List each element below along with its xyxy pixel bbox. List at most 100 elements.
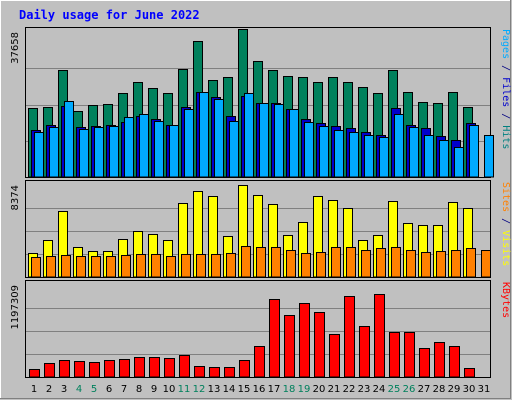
bar-pages-day-18 — [289, 109, 299, 178]
bar-sites-day-30 — [466, 248, 476, 278]
bar-kbytes-day-7 — [119, 359, 130, 378]
bar-kbytes-day-25 — [389, 332, 400, 378]
x-tick-label-day-13: 13 — [208, 384, 221, 395]
bar-pages-day-27 — [424, 135, 434, 178]
x-axis-labels: 1 2 3 4 5 6 7 8 9 10 11 12 13 14 15 16 17 18 19 20 21 22 23 24 2… — [31, 384, 491, 395]
bar-kbytes-day-22 — [344, 296, 355, 378]
legend-part: / — [500, 107, 511, 125]
bar-sites-day-17 — [271, 247, 281, 278]
bar-kbytes-day-8 — [134, 357, 145, 378]
bar-pages-day-23 — [364, 135, 374, 178]
x-tick-label-day-9: 9 — [151, 384, 157, 395]
bar-pages-day-26 — [409, 127, 419, 178]
x-tick-label-day-2: 2 — [46, 384, 52, 395]
bar-pages-day-6 — [109, 126, 119, 178]
panel-hits-files-pages: 37658 Pages / Files / Hits — [10, 27, 511, 178]
bar-pages-day-13 — [214, 99, 224, 178]
x-tick-label-day-18: 18 — [283, 384, 296, 395]
bar-sites-day-25 — [391, 247, 401, 278]
bar-pages-day-25 — [394, 114, 404, 178]
bar-sites-day-19 — [301, 253, 311, 278]
x-tick-label-day-4: 4 — [76, 384, 82, 395]
bar-pages-day-8 — [139, 114, 149, 178]
bar-sites-day-7 — [121, 255, 131, 278]
bar-sites-day-24 — [376, 248, 386, 278]
bar-sites-day-4 — [76, 256, 86, 278]
bar-kbytes-day-15 — [239, 360, 250, 378]
bar-kbytes-day-23 — [359, 326, 370, 378]
bar-kbytes-day-26 — [404, 332, 415, 378]
legend-part: KBytes — [500, 282, 511, 318]
series-legend-label: Pages / Files / Hits — [500, 29, 511, 149]
bar-sites-day-9 — [151, 254, 161, 278]
x-tick-label-day-22: 22 — [343, 384, 356, 395]
bar-pages-day-4 — [79, 129, 89, 178]
x-tick-label-day-25: 25 — [388, 384, 401, 395]
x-tick-label-day-23: 23 — [358, 384, 371, 395]
bar-sites-day-21 — [331, 247, 341, 278]
x-tick-label-day-19: 19 — [298, 384, 311, 395]
x-tick-label-day-1: 1 — [31, 384, 37, 395]
legend-part: / — [500, 212, 511, 230]
x-tick-label-day-7: 7 — [121, 384, 127, 395]
x-tick-label-day-24: 24 — [373, 384, 386, 395]
x-tick-label-day-30: 30 — [463, 384, 476, 395]
bar-pages-day-15 — [244, 93, 254, 178]
bar-pages-day-10 — [169, 125, 179, 178]
bar-sites-day-15 — [241, 246, 251, 278]
legend-part: Hits — [500, 125, 511, 149]
x-tick-label-day-12: 12 — [193, 384, 206, 395]
bar-pages-day-16 — [259, 103, 269, 178]
bar-kbytes-day-20 — [314, 312, 325, 378]
bar-sites-day-20 — [316, 252, 326, 278]
bar-sites-day-26 — [406, 250, 416, 278]
y-max-label: 37658 — [10, 32, 21, 64]
bar-pages-day-20 — [319, 126, 329, 178]
legend-part: Sites — [500, 182, 511, 212]
bar-kbytes-day-21 — [329, 334, 340, 378]
bar-kbytes-day-4 — [74, 361, 85, 378]
bar-sites-day-22 — [346, 247, 356, 278]
x-tick-label-day-17: 17 — [268, 384, 281, 395]
bar-sites-day-31 — [481, 250, 491, 278]
bar-kbytes-day-28 — [434, 342, 445, 378]
bar-sites-day-23 — [361, 250, 371, 278]
panel-kbytes: 1197309 KBytes — [10, 280, 511, 378]
y-max-label: 1197309 — [10, 285, 21, 330]
bar-kbytes-day-13 — [209, 367, 220, 378]
bar-kbytes-day-1 — [29, 369, 40, 378]
bar-kbytes-day-27 — [419, 348, 430, 378]
bar-sites-day-14 — [226, 253, 236, 278]
legend-part: Visits — [500, 230, 511, 266]
bar-sites-day-8 — [136, 254, 146, 278]
y-max-label: 8374 — [10, 185, 21, 210]
legend-part: Pages — [500, 29, 511, 59]
x-tick-label-day-6: 6 — [106, 384, 112, 395]
bar-pages-day-12 — [199, 92, 209, 178]
bar-kbytes-day-17 — [269, 299, 280, 378]
bar-kbytes-day-19 — [299, 303, 310, 378]
bar-pages-day-19 — [304, 122, 314, 178]
bar-pages-day-9 — [154, 121, 164, 178]
bar-sites-day-12 — [196, 254, 206, 278]
bar-pages-day-29 — [454, 147, 464, 178]
bar-pages-day-1 — [34, 132, 44, 178]
series-legend-label: Sites / Visits — [500, 182, 511, 266]
bar-pages-day-28 — [439, 140, 449, 178]
x-tick-label-day-28: 28 — [433, 384, 446, 395]
bar-pages-day-5 — [94, 127, 104, 178]
bar-pages-day-2 — [49, 127, 59, 178]
bar-kbytes-day-2 — [44, 363, 55, 378]
bar-sites-day-16 — [256, 247, 266, 278]
bar-sites-day-1 — [31, 257, 41, 278]
x-tick-label-day-15: 15 — [238, 384, 251, 395]
bar-pages-day-11 — [184, 109, 194, 178]
bar-kbytes-day-11 — [179, 355, 190, 378]
bar-sites-day-18 — [286, 250, 296, 278]
x-tick-label-day-3: 3 — [61, 384, 67, 395]
bar-kbytes-day-12 — [194, 366, 205, 378]
bar-pages-day-17 — [274, 104, 284, 178]
bar-kbytes-day-18 — [284, 315, 295, 378]
bar-sites-day-29 — [451, 250, 461, 278]
legend-part: Files — [500, 77, 511, 107]
